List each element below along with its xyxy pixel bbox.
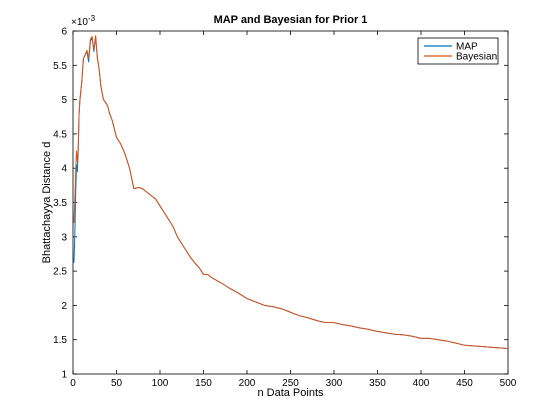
y-tick-label: 1.5 — [53, 335, 67, 346]
x-tick-label: 0 — [70, 378, 76, 389]
chart-title: MAP and Bayesian for Prior 1 — [214, 14, 368, 26]
series-group — [73, 35, 509, 350]
y-tick-label: 2 — [61, 301, 67, 312]
x-tick-label: 350 — [369, 378, 386, 389]
x-tick-label: 100 — [152, 378, 169, 389]
y-tick-label: 2.5 — [53, 267, 67, 278]
series-line-bayesian — [73, 35, 509, 350]
x-axis-ticks: 0 50 100 150 200 250 300 350 400 450 500 — [70, 31, 517, 389]
y-tick-label: 4.5 — [53, 129, 67, 140]
x-axis-label: n Data Points — [257, 387, 324, 399]
y-tick-label: 3 — [61, 232, 67, 243]
x-tick-label: 300 — [326, 378, 343, 389]
x-tick-label: 450 — [456, 378, 473, 389]
x-tick-label: 250 — [282, 378, 299, 389]
x-tick-label: 400 — [413, 378, 430, 389]
y-axis-ticks: 1 1.5 2 2.5 3 3.5 4 4.5 5 5.5 6 — [53, 27, 508, 381]
legend-entry-label: Bayesian — [456, 52, 497, 63]
y-axis-exponent: ×10-3 — [71, 14, 96, 28]
legend-box — [417, 37, 499, 65]
legend-entry-label: MAP — [456, 42, 478, 53]
y-axis-exponent-base: ×10 — [71, 17, 88, 28]
y-axis-exponent-power: -3 — [88, 14, 96, 23]
y-tick-label: 5.5 — [53, 61, 67, 72]
y-tick-label: 6 — [61, 27, 67, 38]
y-tick-label: 4 — [61, 164, 67, 175]
plot-area — [72, 30, 509, 375]
y-tick-label: 5 — [61, 95, 67, 106]
x-tick-label: 50 — [111, 378, 123, 389]
y-axis-label: Bhattachayya Distance d — [41, 142, 53, 264]
x-tick-label: 500 — [500, 378, 517, 389]
x-tick-label: 200 — [239, 378, 256, 389]
y-tick-label: 1 — [61, 370, 67, 381]
y-tick-label: 3.5 — [53, 198, 67, 209]
x-tick-label: 150 — [195, 378, 212, 389]
